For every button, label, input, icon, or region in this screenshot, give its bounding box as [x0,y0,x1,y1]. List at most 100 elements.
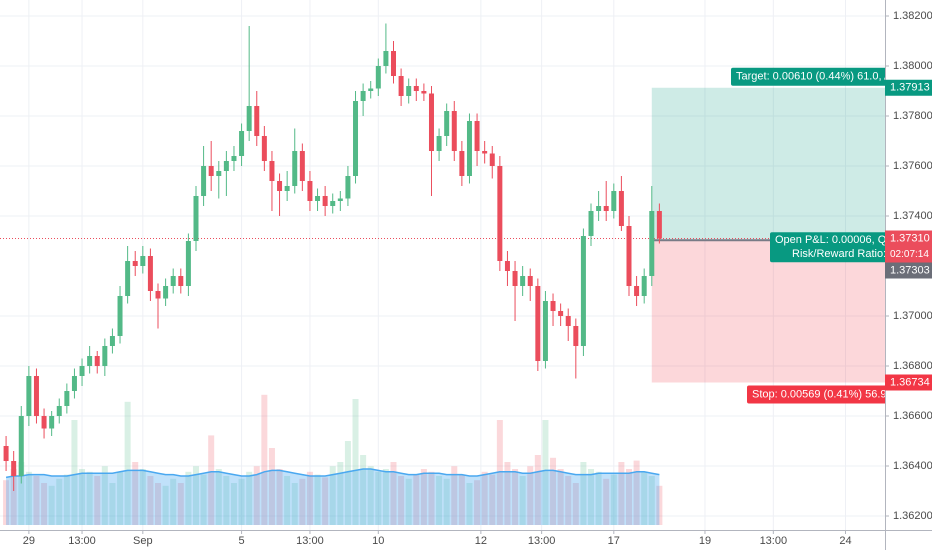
volume-bar [109,483,116,525]
pnl-label: Open P&L: 0.00006, Qty: 4 [775,234,907,246]
volume-bar [595,471,602,525]
y-tick-label: 1.37400 [893,210,932,222]
candle-body [489,153,495,166]
volume-bar [94,476,101,525]
volume-bar [185,471,192,525]
candle-body [125,261,131,296]
stop-price-bg [885,374,932,391]
candle-body [170,276,176,286]
volume-bar [337,462,344,525]
candle-body [649,211,655,276]
current-price: 1.37310 [890,232,930,244]
volume-bar [223,476,230,525]
volume-bar [56,478,63,525]
x-tick-label: 10 [372,535,384,547]
candle-body [18,416,24,476]
candle-body [315,196,321,201]
countdown: 02:07:14 [890,249,929,260]
candle-body [330,201,336,206]
volume-bar [519,476,526,525]
candle-body [413,86,419,91]
target-price: 1.37913 [890,82,930,94]
volume-bar [625,469,632,525]
volume-bar [610,474,617,525]
volume-bar [451,466,458,525]
volume-bar [86,471,93,525]
volume-bar [504,462,511,525]
candle-body [71,376,77,391]
x-tick-label: 19 [699,535,711,547]
volume-bar [25,471,32,525]
volume-bar [3,480,10,525]
volume-bar [352,399,359,525]
rr-label: Risk/Reward Ratio: 1.0 [792,248,905,260]
volume-bar [443,478,450,525]
stop-price: 1.36734 [890,376,930,388]
volume-bar [268,448,275,525]
candle-body [3,446,9,461]
candle-body [246,106,252,131]
volume-bar [405,478,412,525]
volume-bar [413,474,420,525]
candle-body [383,51,389,66]
candle-body [193,196,199,241]
volume-bar [512,469,519,525]
candle-body [353,101,359,176]
volume-bar [572,483,579,525]
y-tick-label: 1.37600 [893,160,932,172]
volume-ma-line [5,468,660,479]
current-price-bg [885,230,932,247]
candle-body [520,276,526,286]
x-tick-label: 13:00 [760,535,788,547]
candle-body [611,191,617,211]
y-tick-label: 1.38000 [893,60,932,72]
volume-bar [132,462,139,525]
volume-bar [542,420,549,525]
candle-body [254,106,260,136]
volume-bar [436,476,443,525]
volume-bar [10,469,17,525]
volume-bar [101,466,108,525]
entry-price-bg [885,262,932,279]
candle-body [656,211,662,239]
volume-bar [633,460,640,525]
volume-bar [147,476,154,525]
volume-ma-area [6,469,660,525]
volume-bar [276,469,283,525]
volume-bar [648,476,655,525]
candle-body [573,326,579,346]
volume-bar [534,455,541,525]
candle-body [596,206,602,211]
stop-label: Stop: 0.00569 (0.41%) 56.9, Am [752,388,909,400]
candle-body [132,261,138,266]
candle-body [307,181,313,201]
volume-bar [192,466,199,525]
volume-layer [3,394,663,525]
volume-bar [398,476,405,525]
candle-body [436,136,442,151]
candle-body [33,376,39,416]
candle-body [284,186,290,191]
y-tick-label: 1.36400 [893,460,932,472]
candle-body [64,391,70,406]
x-tick-label: 12 [475,535,487,547]
volume-bar [177,483,184,525]
candle-body [94,356,100,366]
volume-bar [618,462,625,525]
volume-bar [200,474,207,525]
candle-body [87,356,93,366]
volume-bar [208,435,215,525]
volume-bar [79,469,86,525]
candle-body [239,131,245,156]
volume-bar [420,469,427,525]
candle-body [641,276,647,296]
volume-bar [527,466,534,525]
candle-body [322,196,328,206]
candle-body [11,461,17,476]
volume-bar [299,478,306,525]
candle-body [117,296,123,336]
candle-body [223,161,229,171]
candle-body [261,136,267,161]
volume-bar [466,483,473,525]
